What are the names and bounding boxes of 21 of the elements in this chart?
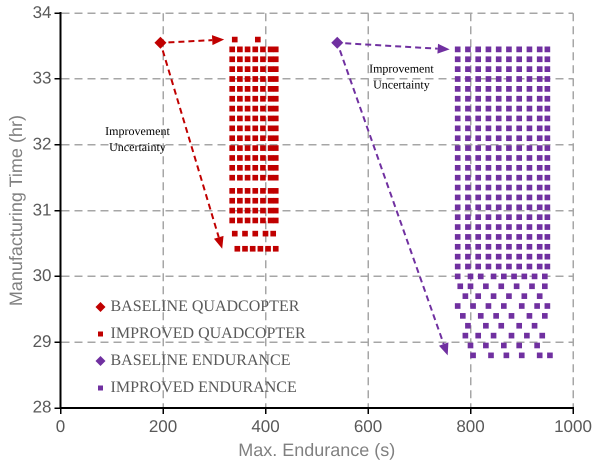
x-tick-label: 800 xyxy=(456,416,485,436)
x-tick-label: 400 xyxy=(251,416,280,436)
y-tick-label: 32 xyxy=(32,134,52,154)
x-tick-label: 200 xyxy=(148,416,178,436)
y-tick-label: 29 xyxy=(32,332,52,351)
x-tick-label: 0 xyxy=(56,416,66,436)
legend-label: BASELINE QUADCOPTER xyxy=(110,298,300,316)
y-tick-label: 33 xyxy=(32,68,52,88)
legend-label: IMPROVED QUADCOPTER xyxy=(110,325,306,342)
annotation: Improvement Uncertainty xyxy=(369,61,434,92)
legend-label: BASELINE ENDURANCE xyxy=(110,352,291,370)
y-tick-label: 28 xyxy=(32,398,52,417)
x-tick-label: 1000 xyxy=(554,416,592,436)
y-axis-title: Manufacturing Time (hr) xyxy=(6,115,26,306)
x-tick-label: 600 xyxy=(354,416,382,436)
y-tick-label: 31 xyxy=(32,200,52,220)
y-tick-label: 34 xyxy=(32,2,52,22)
y-tick-label: 30 xyxy=(32,266,52,286)
annotation: Improvement Uncertainty xyxy=(105,124,170,154)
legend-label: IMPROVED ENDURANCE xyxy=(110,379,297,396)
x-axis-title: Max. Endurance (s) xyxy=(238,440,396,460)
